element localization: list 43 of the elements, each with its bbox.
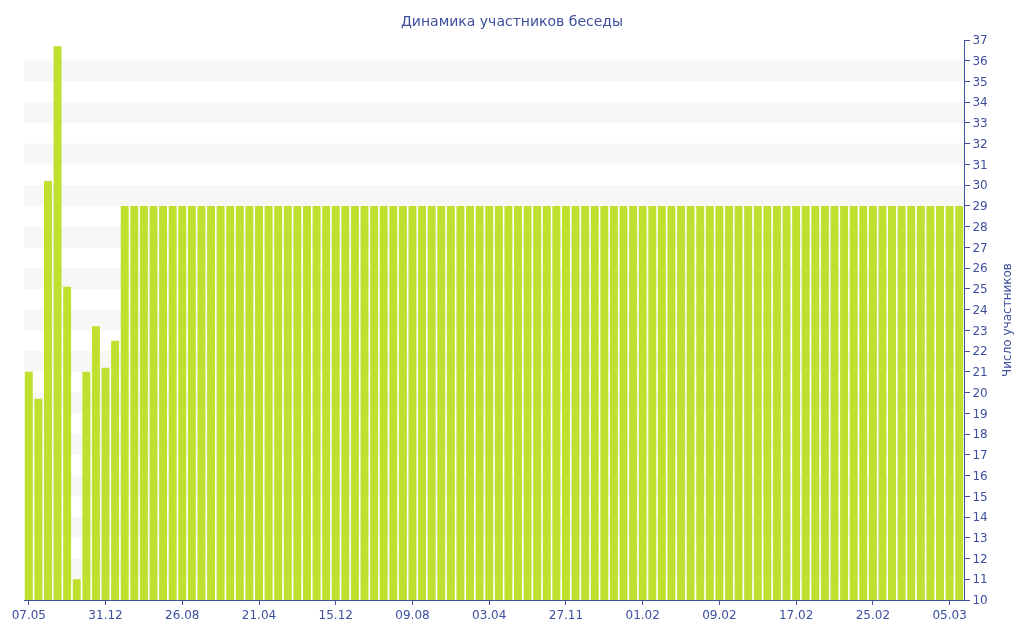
x-tick-label: 17.02: [778, 608, 814, 623]
y-tick-label: 19: [972, 406, 988, 421]
y-tick-label: 23: [972, 323, 988, 338]
y-tick-label: 17: [972, 448, 988, 463]
x-tick-label: 03.04: [472, 608, 507, 623]
x-tick-label: 21.04: [241, 608, 277, 623]
y-tick-label: 12: [972, 551, 988, 566]
y-tick-label: 37: [972, 33, 988, 48]
y-tick-label: 32: [972, 136, 988, 151]
y-tick-label: 26: [972, 261, 988, 276]
y-tick-label: 33: [972, 116, 988, 131]
y-tick-label: 22: [972, 344, 988, 359]
y-tick-label: 10: [972, 593, 988, 608]
y-tick-label: 13: [972, 530, 988, 545]
x-tick-label: 09.08: [395, 608, 430, 623]
x-tick-label: 26.08: [165, 608, 200, 623]
y-tick-label: 11: [972, 572, 988, 587]
x-tick-label: 05.03: [932, 608, 967, 623]
y-tick-label: 14: [972, 510, 988, 525]
y-tick-label: 25: [972, 282, 988, 297]
y-tick-label: 28: [972, 219, 988, 234]
x-tick-label: 25.02: [855, 608, 891, 623]
y-tick-label: 35: [972, 74, 988, 89]
y-tick-label: 31: [972, 157, 988, 172]
x-tick-label: 09.02: [702, 608, 737, 623]
y-tick-label: 15: [972, 489, 988, 504]
y-axis-title: Число участников: [999, 263, 1014, 377]
x-tick-label: 07.05: [11, 608, 46, 623]
y-tick-label: 16: [972, 468, 988, 483]
x-tick-label: 15.12: [318, 608, 353, 623]
y-tick-label: 20: [972, 385, 988, 400]
x-tick-label: 31.12: [88, 608, 123, 623]
chart-title: Динамика участников беседы: [400, 12, 624, 29]
x-tick-label: 27.11: [548, 608, 584, 623]
y-tick-label: 21: [972, 365, 988, 380]
y-tick-label: 29: [972, 199, 988, 214]
x-tick-label: 01.02: [625, 608, 660, 623]
y-tick-label: 18: [972, 427, 988, 442]
y-tick-label: 34: [972, 95, 988, 110]
y-tick-label: 30: [972, 178, 988, 193]
y-tick-label: 24: [972, 302, 988, 317]
y-tick-label: 27: [972, 240, 988, 255]
y-tick-label: 36: [972, 53, 988, 68]
